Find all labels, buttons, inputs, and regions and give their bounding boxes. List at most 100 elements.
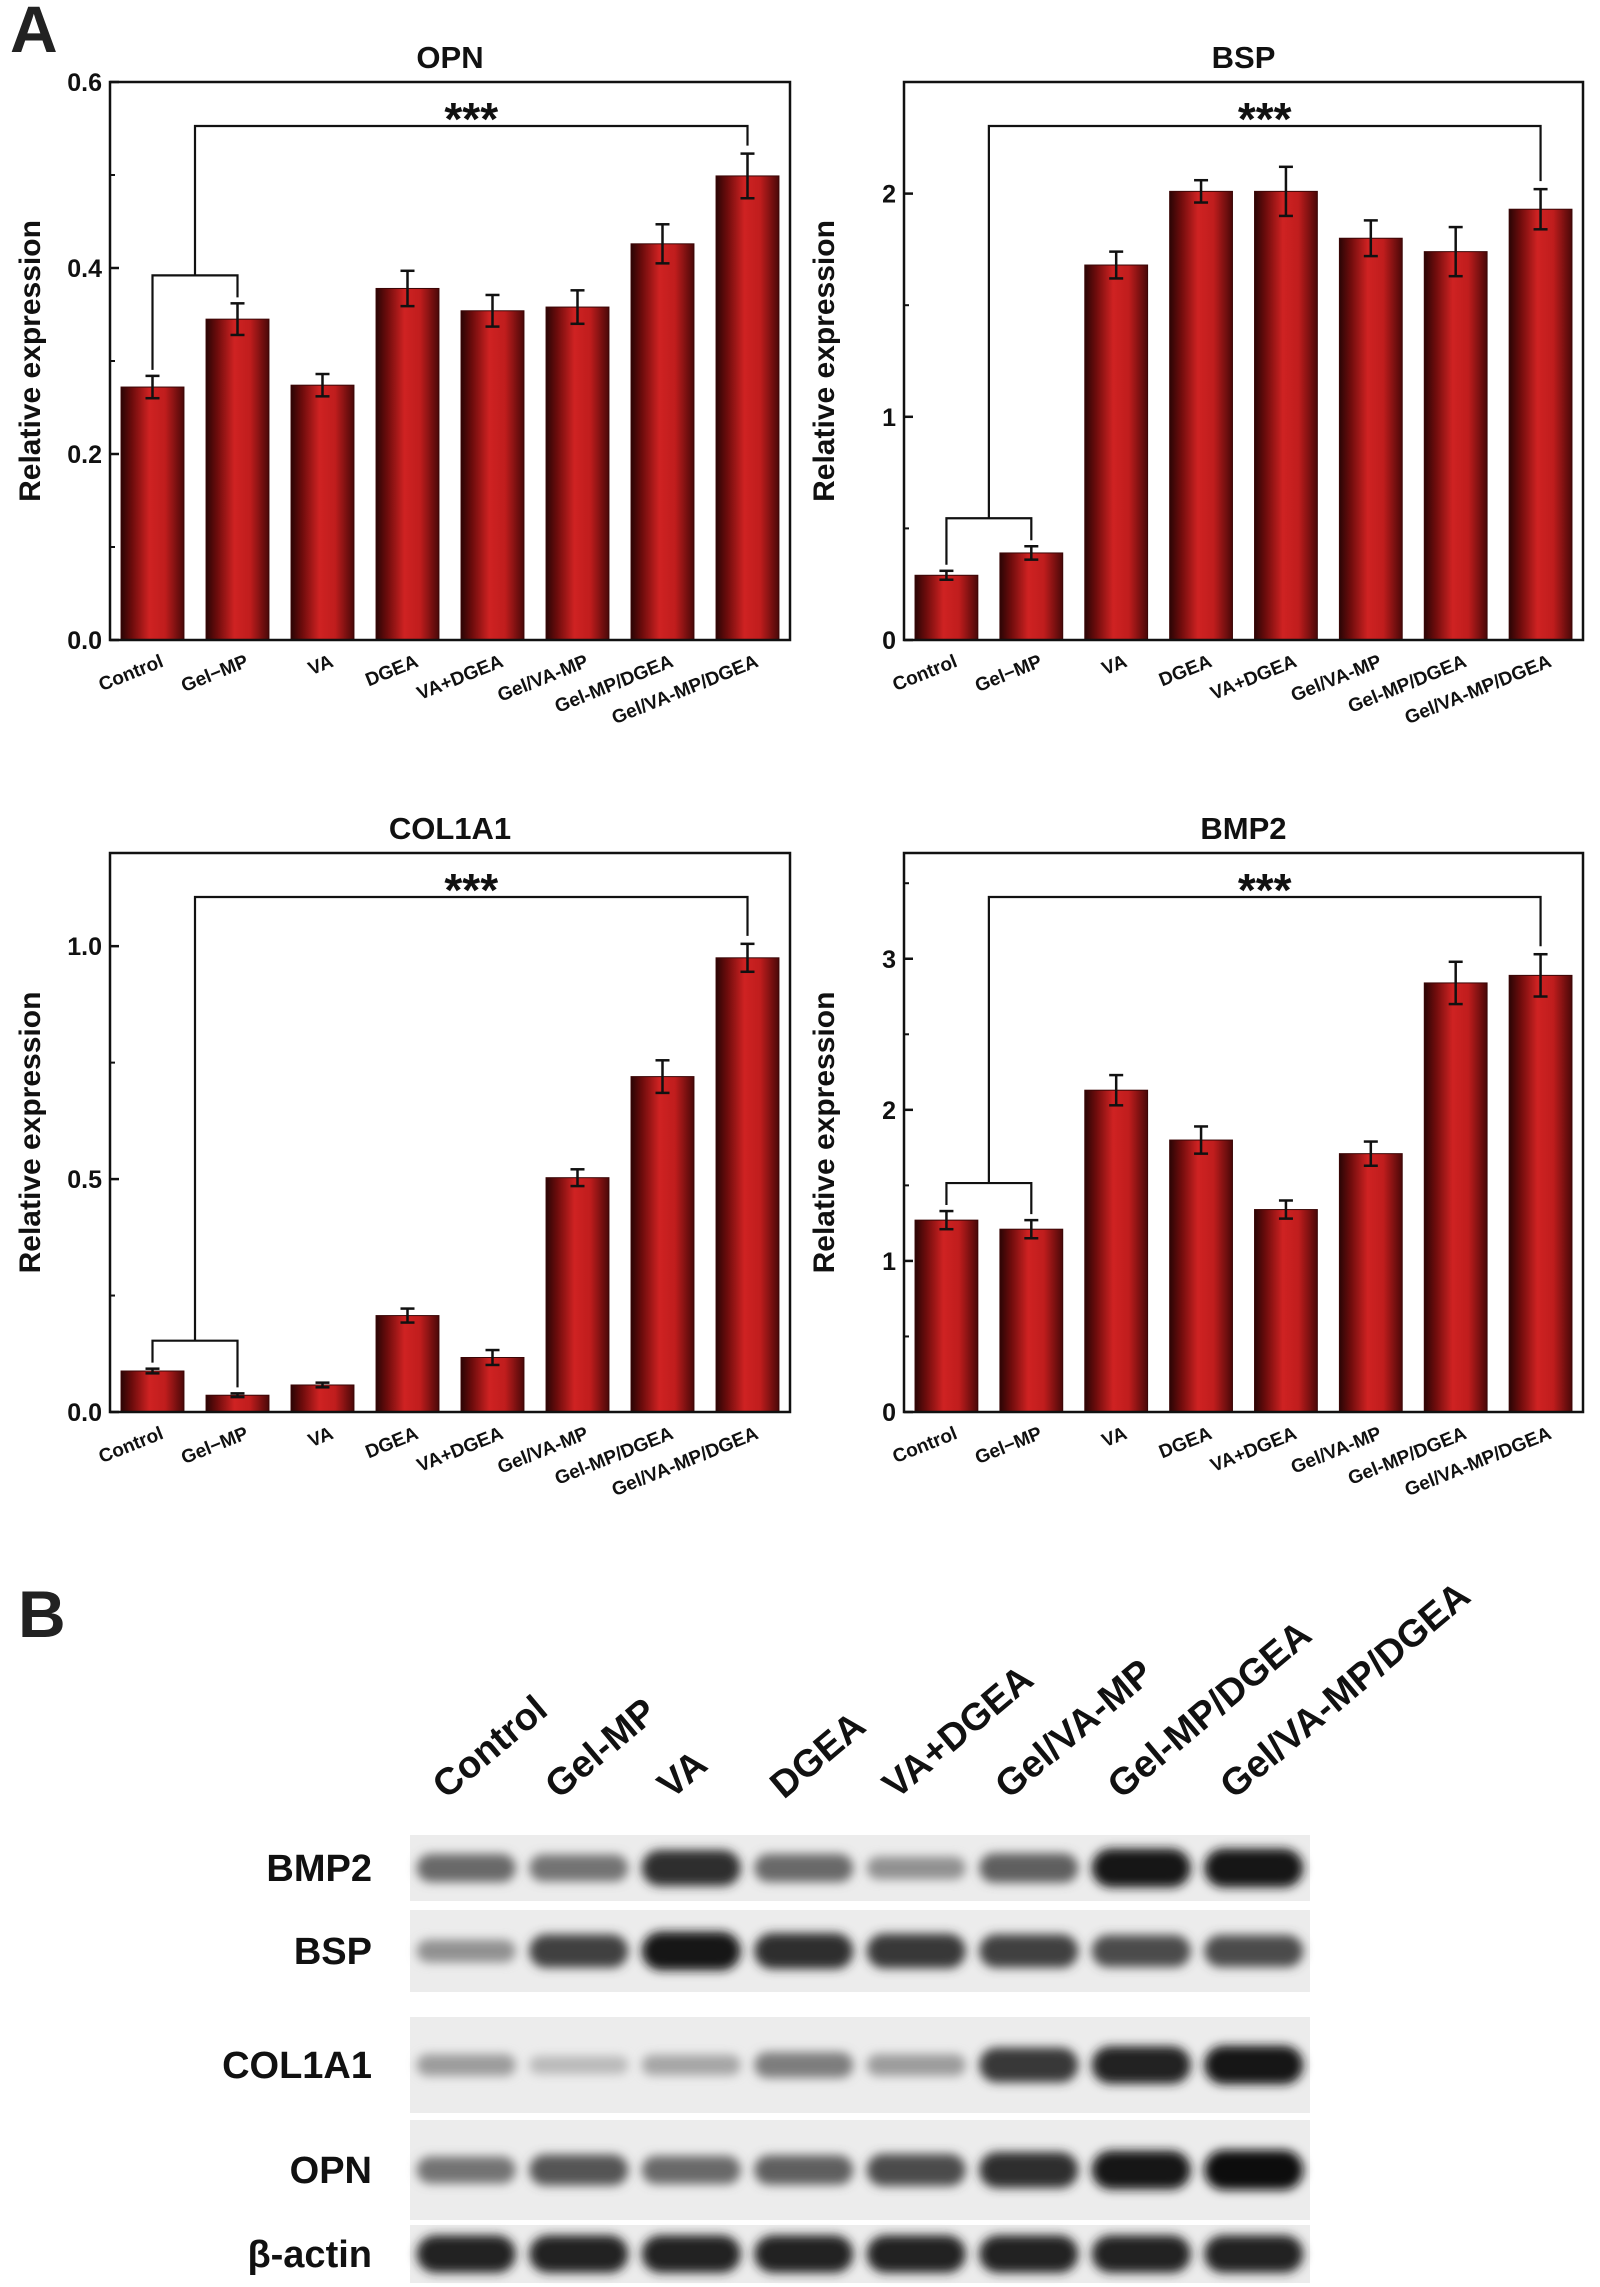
bar-1 (999, 1228, 1064, 1413)
bar-2 (1084, 264, 1149, 641)
bar-2 (290, 384, 355, 641)
x-tick-label: DGEA (363, 1423, 422, 1463)
plot-frame (902, 80, 1585, 642)
bar-5 (1338, 237, 1403, 641)
blot-band (416, 1853, 516, 1883)
bar-4 (460, 1356, 525, 1413)
blot-band (529, 2056, 629, 2074)
significance-label: *** (1238, 864, 1292, 916)
blot-row-3: OPN (290, 2120, 1310, 2220)
blot-protein-label: BSP (294, 1931, 372, 1973)
plot-frame (902, 851, 1585, 1414)
x-tick-label: Gel−MP (178, 1423, 251, 1469)
y-tick-label: 0.0 (67, 1399, 102, 1427)
blot-band (979, 2235, 1079, 2273)
x-tick-label: Gel−MP (972, 651, 1045, 697)
bar-0 (914, 574, 979, 641)
chart-bsp: BSP Relative expression 0 1 2 Control Gel−MP VA… (808, 40, 1585, 729)
blot-band (416, 2054, 516, 2076)
y-tick-label: 0 (882, 627, 896, 655)
significance-label: *** (444, 93, 498, 145)
y-tick-label: 1 (882, 1248, 896, 1276)
panel-b-letter: B (18, 1577, 66, 1651)
bar-7 (1508, 974, 1573, 1413)
blot-band (754, 1853, 854, 1883)
y-tick-label: 0.0 (67, 627, 102, 655)
bar-3 (375, 1315, 440, 1413)
bar-5 (1338, 1153, 1403, 1413)
blot-band (979, 2151, 1079, 2189)
bar-0 (120, 1370, 185, 1413)
lane-label: Gel-MP/DGEA (1100, 1613, 1319, 1807)
y-tick-label: 2 (882, 181, 896, 209)
y-axis-label: Relative expression (14, 992, 47, 1274)
bar-7 (715, 957, 780, 1413)
x-tick-label: Control (890, 1423, 960, 1468)
blot-band (641, 1849, 741, 1887)
blot-row-2: COL1A1 (222, 2017, 1310, 2113)
chart-col1a1: COL1A1 Relative expression 0.0 0.5 1.0 Contro… (14, 811, 792, 1501)
x-tick-label: Gel−MP (972, 1423, 1045, 1469)
x-tick-label: VA (1099, 1423, 1130, 1452)
blot-band (1091, 2235, 1191, 2273)
x-tick-label: VA (1099, 651, 1130, 680)
blot-band (641, 1931, 741, 1971)
bar-6 (630, 243, 695, 641)
blot-band (754, 2155, 854, 2185)
bar-4 (460, 310, 525, 641)
x-tick-label: Control (96, 651, 166, 696)
bar-6 (1423, 982, 1488, 1413)
blot-band (754, 1932, 854, 1970)
blot-band (416, 1939, 516, 1963)
y-tick-label: 1.0 (67, 933, 102, 961)
blot-band (1091, 2046, 1191, 2084)
bar-3 (1169, 1139, 1233, 1413)
blot-band (1091, 1934, 1191, 1968)
x-tick-label: Control (890, 651, 960, 696)
x-tick-label: Gel/VA-MP/DGEA (1402, 651, 1555, 729)
blot-band (641, 2054, 741, 2076)
bar-3 (1169, 190, 1233, 641)
x-tick-label: Gel−MP (178, 651, 251, 697)
chart-title: OPN (416, 40, 483, 75)
blot-band (1204, 2045, 1304, 2085)
blot-band (1204, 2235, 1304, 2273)
bar-7 (1508, 208, 1573, 641)
bar-3 (375, 287, 440, 641)
x-tick-label: VA+DGEA (414, 1423, 506, 1477)
blot-band (529, 2235, 629, 2273)
bar-5 (545, 306, 610, 641)
x-tick-label: DGEA (1156, 1423, 1215, 1463)
chart-title: BSP (1212, 40, 1276, 75)
significance-bracket (151, 895, 749, 1388)
blot-band (866, 1933, 966, 1969)
bar-1 (999, 552, 1064, 641)
x-tick-label: Gel/VA-MP/DGEA (609, 1423, 762, 1501)
blot-band (979, 1853, 1079, 1883)
blot-band (416, 2156, 516, 2184)
lane-label: Gel-MP (538, 1691, 665, 1807)
blot-band (754, 2235, 854, 2273)
significance-bracket (945, 124, 1542, 565)
lane-label: VA (650, 1743, 715, 1807)
x-tick-label: VA (305, 651, 336, 680)
blot-band (1091, 1848, 1191, 1888)
y-tick-label: 0.2 (67, 441, 102, 469)
x-tick-label: Gel/VA-MP/DGEA (609, 651, 762, 729)
significance-label: *** (1238, 93, 1292, 145)
y-axis-label: Relative expression (14, 220, 47, 502)
x-tick-label: VA+DGEA (414, 651, 506, 705)
blot-band (641, 2155, 741, 2185)
blot-band (866, 2153, 966, 2187)
plot-frame (108, 851, 792, 1414)
lane-label: DGEA (763, 1704, 874, 1807)
x-tick-label: VA+DGEA (1208, 1423, 1300, 1477)
blot-band (979, 1934, 1079, 1968)
y-tick-label: 3 (882, 946, 896, 974)
y-tick-label: 0.5 (67, 1166, 102, 1194)
y-tick-label: 0.6 (67, 69, 102, 97)
x-tick-label: VA (305, 1423, 336, 1452)
blot-row-4: β-actin (247, 2225, 1310, 2283)
x-tick-label: DGEA (363, 651, 422, 691)
